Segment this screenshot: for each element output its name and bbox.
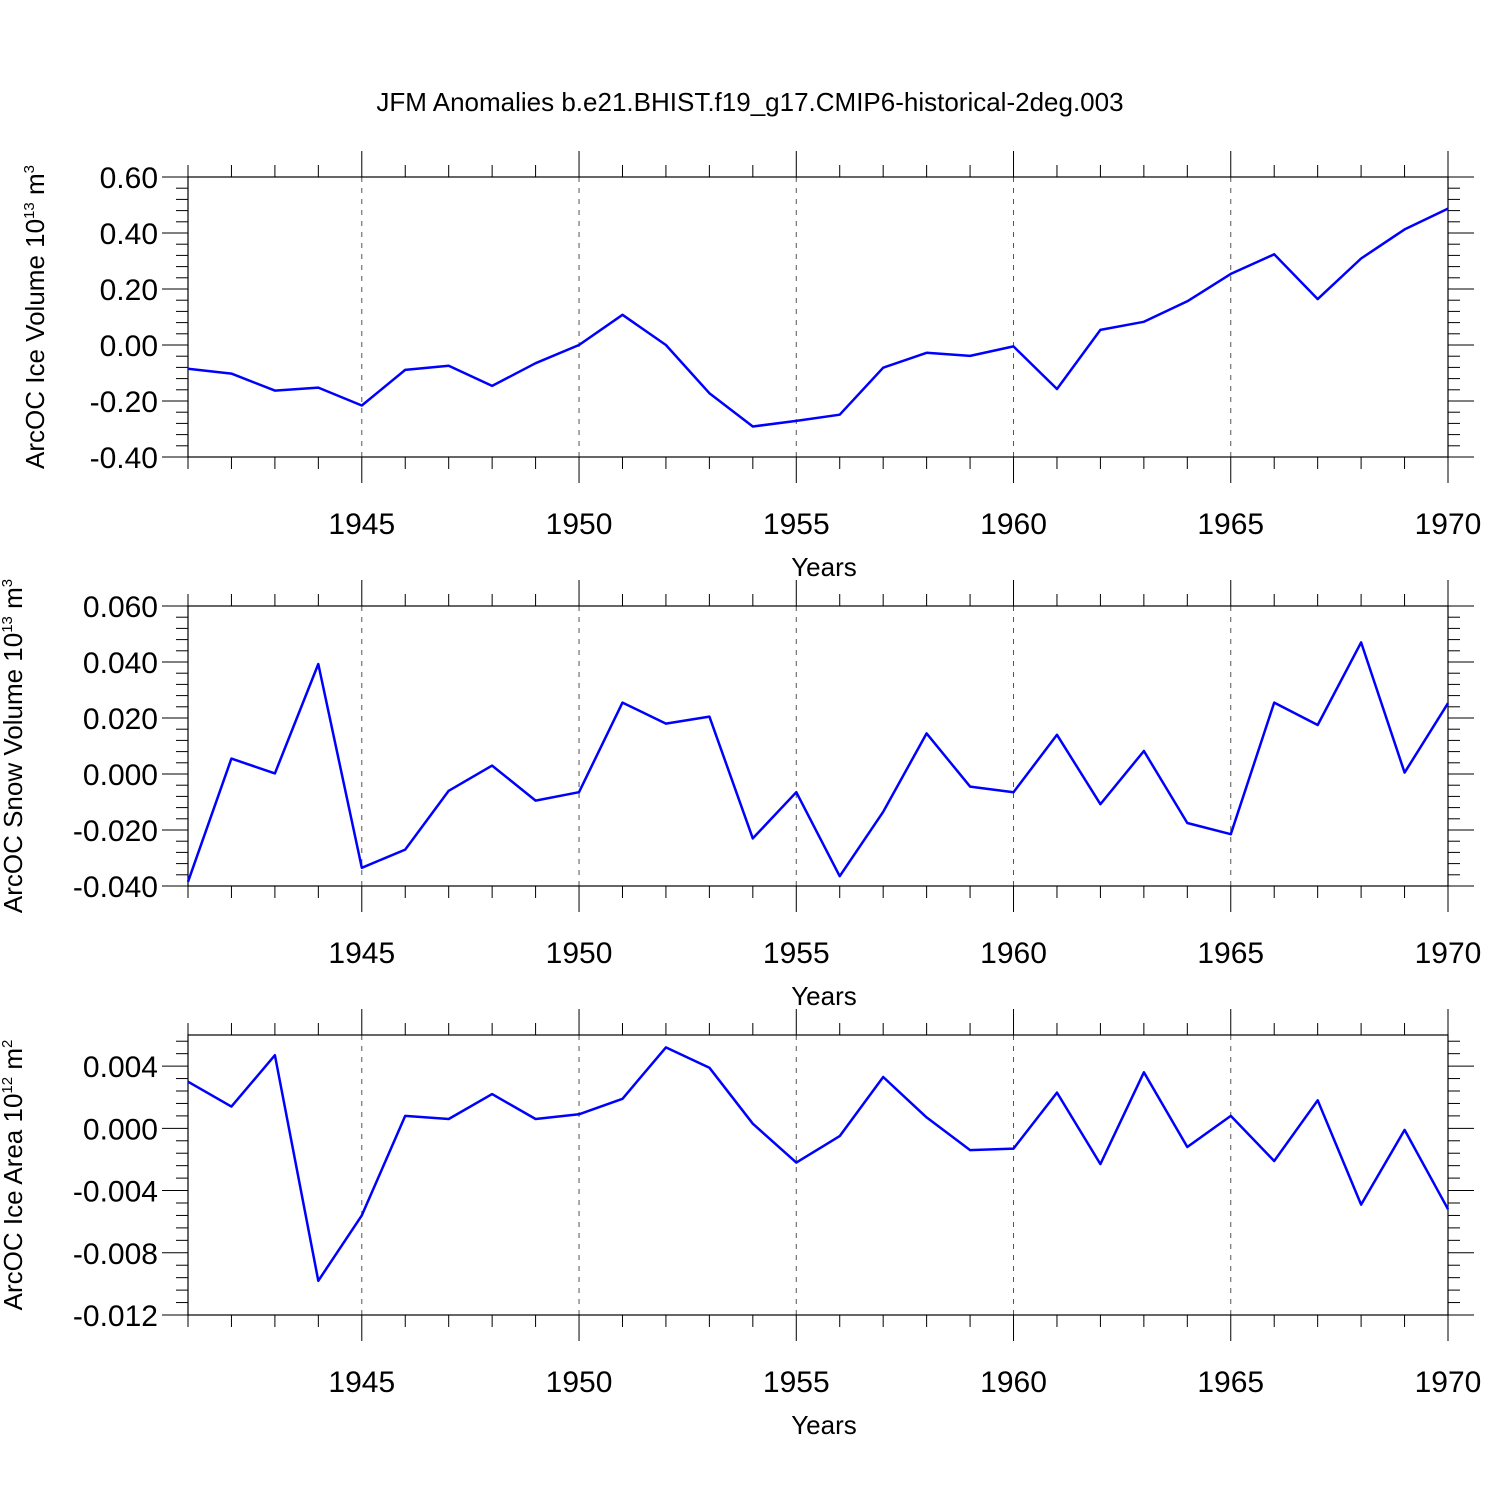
y-tick-label: -0.40 — [90, 442, 158, 475]
x-tick-label: 1945 — [328, 1366, 395, 1399]
y-axis-label: ArcOC Ice Area 1012 m2 — [0, 1040, 28, 1311]
x-tick-label: 1950 — [546, 508, 613, 541]
figure-title: JFM Anomalies b.e21.BHIST.f19_g17.CMIP6-… — [376, 87, 1123, 117]
x-axis-label: Years — [791, 981, 857, 1011]
x-tick-label: 1960 — [980, 937, 1047, 970]
x-tick-label: 1955 — [763, 937, 830, 970]
plot-frame — [187, 1034, 1449, 1316]
y-tick-label: 0.060 — [83, 591, 158, 624]
x-tick-label: 1970 — [1415, 937, 1482, 970]
x-axis-label: Years — [791, 552, 857, 582]
x-tick-label: 1950 — [546, 937, 613, 970]
x-tick-label: 1965 — [1197, 508, 1264, 541]
y-tick-label: 0.040 — [83, 647, 158, 680]
series-line — [187, 207, 1449, 428]
x-axis-label: Years — [791, 1410, 857, 1440]
series-line — [187, 1046, 1450, 1283]
x-tick-label: 1965 — [1197, 1366, 1264, 1399]
y-tick-label: 0.004 — [83, 1051, 158, 1084]
x-tick-label: 1955 — [763, 1366, 830, 1399]
y-tick-label: -0.012 — [73, 1300, 158, 1333]
x-tick-label: 1950 — [546, 1366, 613, 1399]
y-axis-label: ArcOC Snow Volume 1013 m3 — [0, 579, 28, 913]
x-tick-label: 1960 — [980, 1366, 1047, 1399]
x-tick-label: 1945 — [328, 508, 395, 541]
y-tick-label: -0.008 — [73, 1238, 158, 1271]
x-tick-label: 1960 — [980, 508, 1047, 541]
y-tick-label: 0.020 — [83, 703, 158, 736]
plot-frame — [187, 605, 1449, 887]
x-tick-label: 1955 — [763, 508, 830, 541]
y-tick-label: 0.40 — [100, 218, 158, 251]
y-tick-label: 0.60 — [100, 162, 158, 195]
plot-frame — [187, 176, 1449, 458]
y-tick-label: -0.040 — [73, 871, 158, 904]
y-tick-label: -0.020 — [73, 815, 158, 848]
y-tick-label: 0.000 — [83, 759, 158, 792]
x-tick-label: 1965 — [1197, 937, 1264, 970]
y-tick-label: 0.000 — [83, 1113, 158, 1146]
y-tick-label: -0.004 — [73, 1176, 158, 1209]
y-tick-label: -0.20 — [90, 386, 158, 419]
series-line — [186, 641, 1450, 883]
y-tick-label: 0.00 — [100, 330, 158, 363]
x-tick-label: 1970 — [1415, 508, 1482, 541]
x-tick-label: 1970 — [1415, 1366, 1482, 1399]
y-axis-label: ArcOC Ice Volume 1013 m3 — [20, 165, 50, 469]
y-tick-label: 0.20 — [100, 274, 158, 307]
x-tick-label: 1945 — [328, 937, 395, 970]
